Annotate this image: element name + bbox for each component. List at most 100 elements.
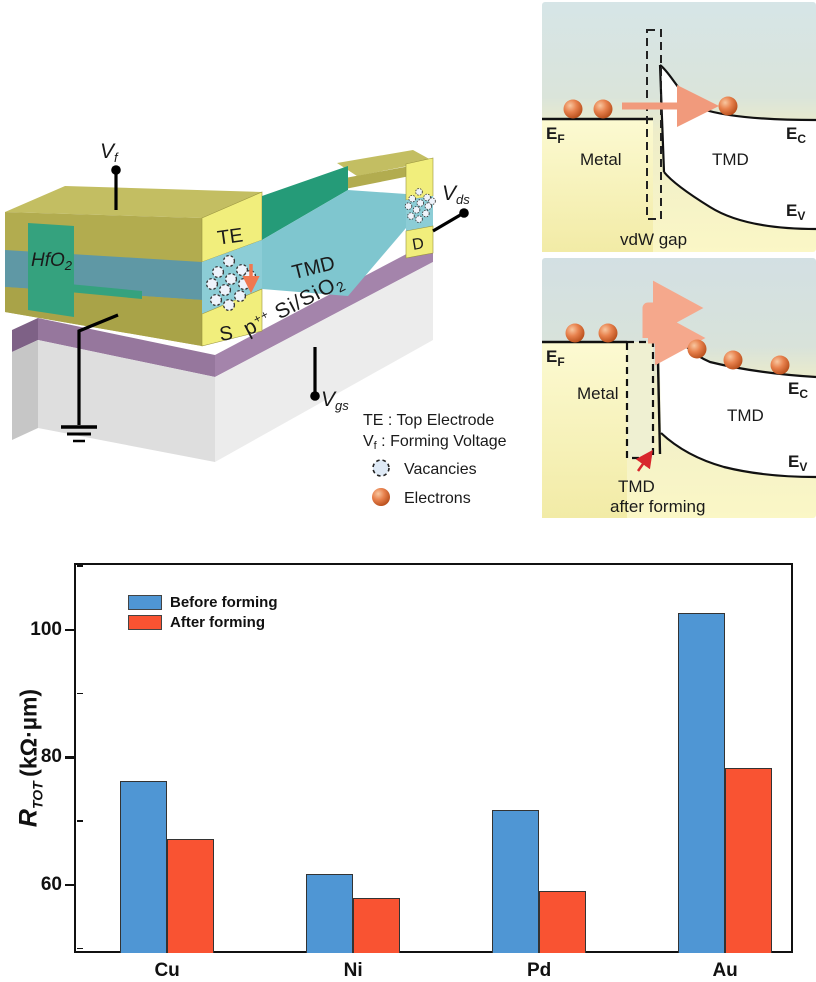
legend-label-before: Before forming [170, 594, 278, 611]
bar-before-forming-Au [678, 612, 726, 953]
bar-after-forming-Cu [167, 838, 215, 953]
band-diagram-after-forming: EF Metal TMD EC EV TMD after forming [542, 258, 816, 518]
note-arrow-icon [635, 449, 653, 472]
y-minor-tick-110 [76, 565, 83, 567]
vgs-terminal-dot [310, 391, 320, 401]
electron-icon [563, 99, 583, 119]
vacancy-icon [222, 298, 236, 312]
drain-electrode-face [405, 225, 434, 259]
metal-region [542, 119, 653, 252]
x-category-label-Ni: Ni [343, 960, 363, 981]
schematic-key: TE : Top Electrode Vf : Forming Voltage … [363, 412, 507, 507]
electron-icon [687, 339, 707, 359]
device-schematic: Vf Vds Vgs HfO2 TE S D TMD p++ Si/SiO2 T… [5, 140, 507, 507]
label-metal: Metal [580, 150, 622, 169]
y-tick-label-100: 100 [30, 618, 62, 640]
key-te-line: TE : Top Electrode [363, 412, 494, 429]
vacancy-icon [372, 459, 390, 477]
legend-item-before: Before forming [128, 594, 278, 611]
key-electrons: Electrons [404, 490, 471, 507]
electron-icon [593, 99, 613, 119]
label-metal: Metal [577, 384, 619, 403]
vacancy-icon [211, 265, 225, 279]
label-hfo2: HfO2 [31, 250, 73, 273]
thermionic-arrow-icon [642, 280, 704, 338]
legend-label-after: After forming [170, 614, 265, 631]
vacancy-icon [224, 272, 238, 286]
electron-icon [770, 355, 790, 375]
vacancy-icon [415, 188, 423, 196]
vacancy-icon [412, 206, 421, 214]
vacancy-cluster-drain [404, 188, 436, 223]
vf-terminal-dot [111, 165, 121, 175]
vacancy-icon [233, 289, 247, 303]
vacancy-icon [209, 293, 223, 307]
label-ec: EC [786, 124, 806, 146]
label-vdw-gap: vdW gap [620, 230, 687, 249]
y-tick-label-80: 80 [40, 746, 62, 768]
vacancy-icon [407, 212, 415, 220]
electron-icon [598, 323, 618, 343]
vacancy-icon [415, 215, 423, 223]
vacancy-icon [416, 199, 424, 207]
formed-tmd-box [625, 340, 655, 460]
legend-item-after: After forming [128, 614, 278, 631]
chart-legend: Before forming After forming [128, 594, 278, 634]
vacancy-icon [218, 283, 232, 297]
note-line2: after forming [610, 497, 705, 516]
y-minor-tick-50 [76, 947, 83, 950]
electron-icon [565, 323, 585, 343]
y-tick-mark-100 [65, 628, 74, 632]
vacancy-icon [205, 277, 219, 291]
sio2-layer-left [38, 318, 215, 377]
bar-before-forming-Cu [120, 780, 168, 953]
tmd-back-wall [262, 166, 348, 240]
label-vf: Vf [100, 140, 119, 165]
y-tick-mark-60 [65, 883, 74, 886]
valence-band-line [660, 432, 816, 479]
sio2-layer-right [215, 240, 433, 377]
band-diagram-before-forming: EF Metal TMD EC EV vdW gap [542, 2, 816, 252]
note-line1: TMD [618, 477, 655, 496]
vacancy-icon [422, 209, 430, 218]
bar-after-forming-Pd [539, 891, 587, 953]
label-drain: D [411, 235, 425, 254]
tmd-channel [262, 190, 406, 296]
label-ec: EC [788, 379, 808, 401]
vacancy-icon [423, 193, 431, 202]
vds-terminal-dot [459, 208, 469, 218]
hfo2-region [28, 223, 74, 317]
y-minor-tick-90 [76, 692, 83, 695]
vdw-gap-box [646, 29, 662, 220]
label-vds: Vds [442, 182, 470, 207]
vacancy-icon [222, 254, 236, 268]
key-vf-line: Vf : Forming Voltage [363, 433, 507, 452]
bar-before-forming-Pd [492, 809, 540, 953]
y-axis-title-symbol: R [14, 809, 43, 828]
vacancy-icon [408, 194, 416, 203]
x-category-label-Cu: Cu [154, 960, 180, 981]
label-tmd: TMD [712, 150, 749, 169]
resistance-bar-chart: RTOT (kΩ·µm) Before forming After formin… [0, 540, 816, 981]
electron-icon [372, 488, 390, 506]
label-ev: EV [788, 452, 807, 474]
electron-icon [723, 350, 743, 370]
label-ev: EV [786, 201, 805, 223]
ground-symbol [61, 425, 97, 443]
tmd-bandgap-region [660, 65, 816, 229]
y-tick-label-60: 60 [40, 873, 62, 895]
electron-icon [718, 96, 738, 116]
y-minor-tick-70 [76, 820, 83, 822]
key-vacancies: Vacancies [404, 461, 477, 478]
vacancy-icon [428, 197, 436, 205]
label-ef: EF [546, 347, 565, 369]
metal-region [542, 342, 627, 518]
x-category-label-Au: Au [712, 960, 738, 981]
bar-after-forming-Au [725, 768, 773, 953]
left-electrode-block [5, 186, 263, 347]
label-te: TE [216, 224, 244, 249]
x-category-label-Pd: Pd [526, 960, 552, 981]
bar-after-forming-Ni [353, 897, 401, 953]
substrate-silicon [12, 240, 433, 462]
